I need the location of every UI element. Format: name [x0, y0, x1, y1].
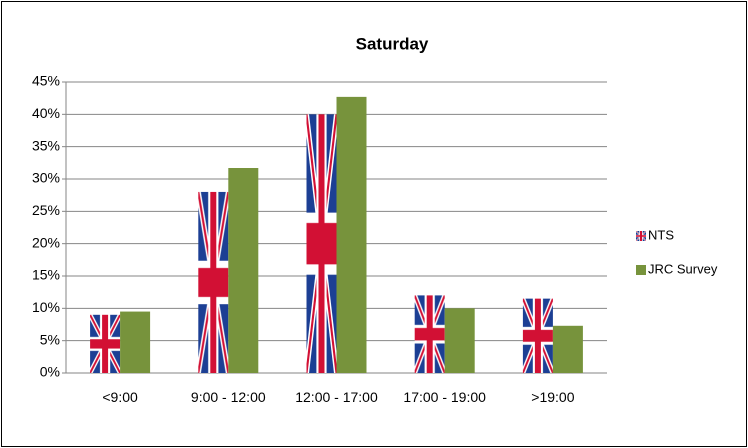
bar	[306, 114, 337, 373]
x-tick-label-box: 17:00 - 19:00	[403, 389, 486, 405]
y-tick-label: 15%	[32, 267, 60, 283]
y-tick-label: 10%	[32, 299, 60, 315]
legend-swatch	[636, 231, 646, 241]
bar	[120, 311, 151, 373]
chart-title: Saturday	[356, 34, 429, 53]
x-tick-label-box: >19:00	[531, 389, 575, 405]
x-tick-label-box: 9:00 - 12:00	[190, 389, 266, 405]
y-tick-label: 0%	[40, 364, 60, 380]
bar	[228, 168, 259, 373]
bar	[414, 295, 445, 373]
bar	[522, 298, 553, 373]
y-tick-label: 45%	[32, 73, 60, 89]
bar	[336, 96, 367, 373]
x-tick-label: 9:00 - 12:00	[190, 389, 266, 405]
x-tick-label: 12:00 - 17:00	[295, 389, 378, 405]
legend-label: NTS	[648, 227, 674, 242]
bar	[552, 325, 583, 373]
x-tick-label-box: <9:00	[102, 389, 138, 405]
legend-label: JRC Survey	[648, 261, 718, 276]
x-tick-label: <9:00	[102, 389, 138, 405]
y-tick-label: 35%	[32, 137, 60, 153]
bar	[444, 308, 475, 373]
x-tick-label: 17:00 - 19:00	[403, 389, 486, 405]
x-tick-label-box: 12:00 - 17:00	[295, 389, 378, 405]
y-tick-label: 30%	[32, 170, 60, 186]
x-tick-label: >19:00	[531, 389, 575, 405]
y-tick-label: 5%	[40, 331, 60, 347]
y-tick-label: 25%	[32, 202, 60, 218]
bar	[90, 314, 121, 373]
bar	[198, 191, 229, 373]
y-tick-label: 40%	[32, 105, 60, 121]
legend-swatch	[636, 265, 646, 275]
y-tick-label: 20%	[32, 234, 60, 250]
